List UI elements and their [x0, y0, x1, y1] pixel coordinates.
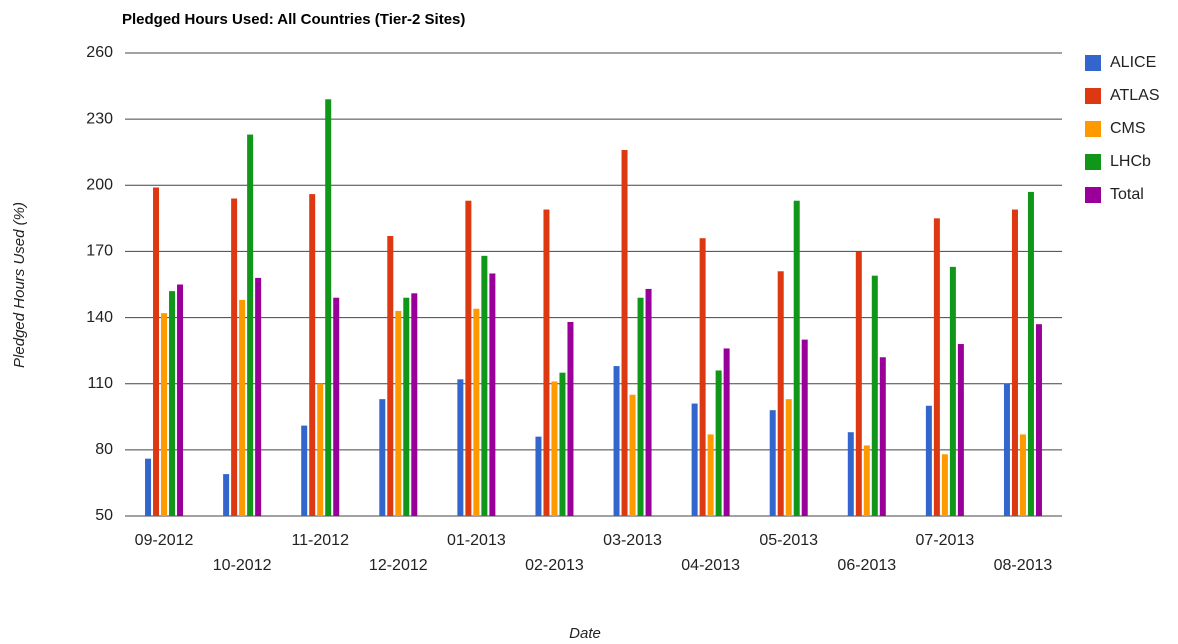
y-tick-label: 80	[95, 441, 113, 458]
bar	[457, 379, 464, 516]
x-axis-title: Date	[569, 625, 601, 642]
bar	[559, 372, 566, 516]
legend-swatch	[1085, 121, 1101, 137]
bar	[801, 339, 808, 516]
bar	[177, 284, 184, 516]
legend-label: LHCb	[1110, 153, 1151, 170]
bar	[223, 474, 230, 516]
bar	[1019, 434, 1026, 516]
legend-label: CMS	[1110, 120, 1146, 137]
bar	[793, 200, 800, 516]
bar	[1027, 191, 1034, 516]
y-tick-label: 260	[86, 44, 113, 61]
y-tick-label: 200	[86, 177, 113, 194]
y-tick-label: 110	[87, 375, 113, 392]
bar	[543, 209, 550, 517]
bar	[949, 266, 956, 516]
bar	[551, 381, 558, 516]
bar	[847, 432, 854, 516]
bar	[933, 218, 940, 516]
x-tick-label: 11-2012	[291, 532, 349, 549]
bar	[1003, 383, 1010, 516]
bar	[723, 348, 730, 516]
legend-swatch	[1085, 55, 1101, 71]
x-tick-label: 12-2012	[369, 557, 428, 574]
bar	[637, 297, 644, 516]
bar	[395, 310, 402, 516]
bar	[957, 344, 964, 516]
y-tick-label: 230	[86, 110, 113, 127]
bar	[309, 194, 316, 516]
bar	[567, 321, 574, 516]
bar	[1011, 209, 1018, 517]
x-tick-label: 07-2013	[916, 532, 975, 549]
y-tick-label: 140	[86, 309, 113, 326]
bar	[621, 150, 628, 516]
chart-title: Pledged Hours Used: All Countries (Tier-…	[122, 11, 465, 28]
bar	[255, 277, 262, 516]
bar	[481, 255, 488, 517]
bar	[925, 405, 932, 516]
bar	[379, 399, 386, 516]
x-tick-label: 06-2013	[837, 557, 896, 574]
x-tick-label: 03-2013	[603, 532, 662, 549]
bar	[403, 297, 410, 516]
x-tick-label: 05-2013	[759, 532, 818, 549]
bar	[231, 198, 238, 516]
bar	[239, 299, 246, 516]
bar	[145, 458, 152, 516]
bar	[1035, 324, 1042, 516]
legend-label: ATLAS	[1110, 87, 1160, 104]
legend-swatch	[1085, 88, 1101, 104]
bar	[777, 271, 784, 516]
x-tick-label: 01-2013	[447, 532, 506, 549]
y-axis-title: Pledged Hours Used (%)	[11, 202, 28, 368]
bar	[941, 454, 948, 516]
legend-swatch	[1085, 154, 1101, 170]
bar	[769, 410, 776, 516]
y-tick-label: 170	[86, 243, 113, 260]
bar	[855, 251, 862, 516]
bar	[301, 425, 308, 516]
bar	[871, 275, 878, 516]
x-tick-label: 08-2013	[994, 557, 1053, 574]
bar	[785, 399, 792, 516]
bar	[645, 288, 652, 516]
legend-swatch	[1085, 187, 1101, 203]
bar	[707, 434, 714, 516]
bar	[613, 366, 620, 516]
bar	[629, 394, 636, 516]
legend-label: ALICE	[1110, 54, 1156, 71]
bar	[169, 291, 176, 516]
bar	[489, 273, 496, 516]
bar	[161, 313, 168, 516]
bar	[325, 99, 332, 517]
bar	[465, 200, 472, 516]
bar	[153, 187, 160, 516]
x-tick-label: 09-2012	[135, 532, 194, 549]
bar	[247, 134, 254, 517]
bar	[387, 235, 394, 516]
bar	[317, 383, 324, 516]
bar	[535, 436, 542, 516]
bar	[699, 238, 706, 516]
bar	[863, 445, 870, 516]
legend-label: Total	[1110, 186, 1144, 203]
bar	[333, 297, 340, 516]
bar	[411, 293, 418, 516]
x-tick-label: 04-2013	[681, 557, 740, 574]
y-tick-label: 50	[95, 507, 113, 524]
x-tick-label: 02-2013	[525, 557, 584, 574]
bar	[473, 308, 480, 516]
bar	[879, 357, 886, 516]
bar	[715, 370, 722, 516]
bar	[691, 403, 698, 516]
x-tick-label: 10-2012	[213, 557, 272, 574]
